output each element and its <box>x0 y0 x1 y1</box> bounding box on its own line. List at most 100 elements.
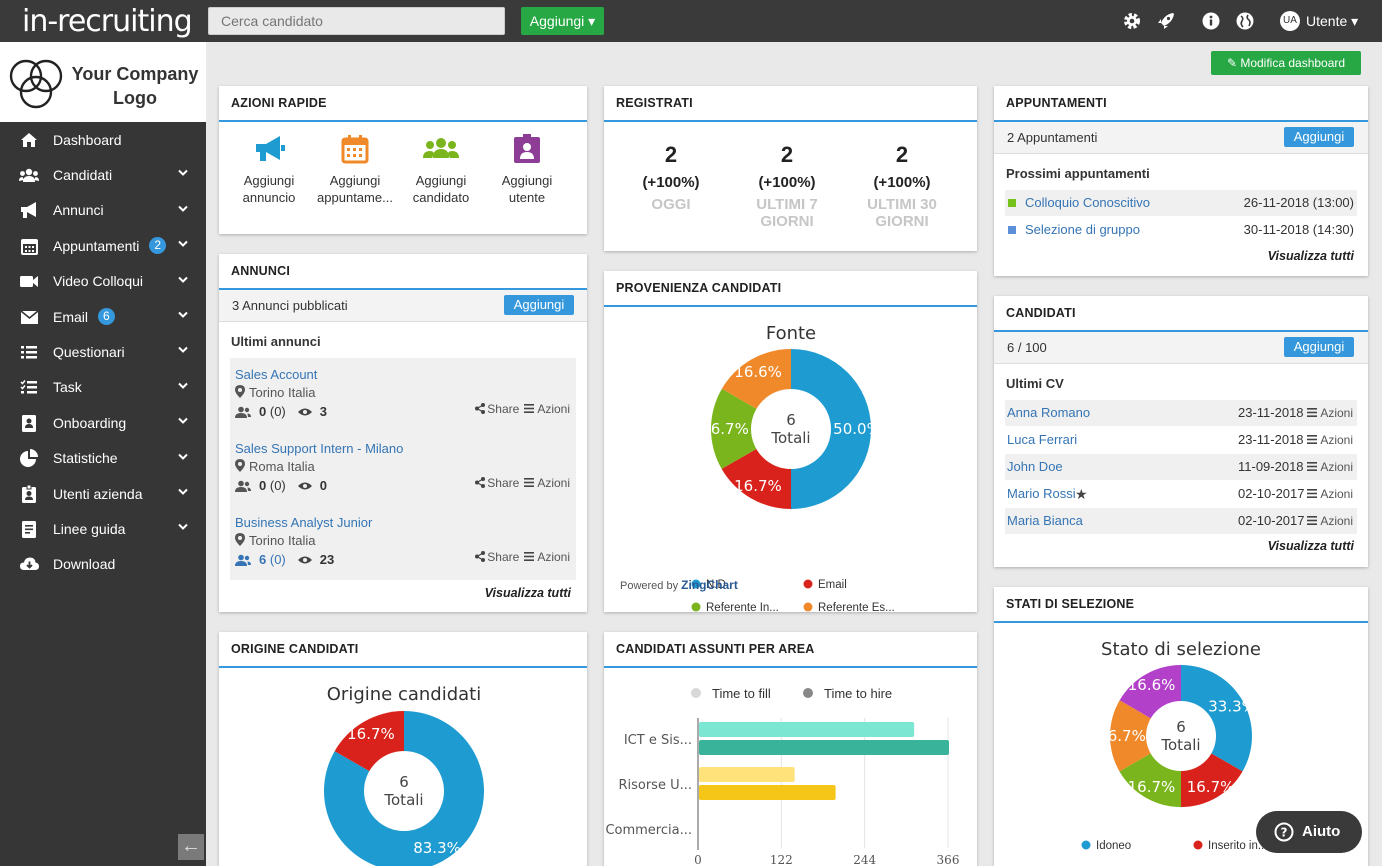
chevron-down-icon[interactable] <box>178 346 188 354</box>
views-count: 3 <box>319 404 327 419</box>
chevron-down-icon[interactable] <box>178 382 188 390</box>
chevron-down-icon[interactable] <box>178 453 188 461</box>
cv-row[interactable]: John Doe 11-09-2018 Azioni <box>1005 454 1357 480</box>
azioni-button[interactable]: Azioni <box>1307 427 1353 453</box>
sidebar-item-statistiche[interactable]: Statistiche <box>0 441 206 476</box>
add-candidato-button[interactable]: Aggiungi <box>1284 337 1354 357</box>
legend-label[interactable]: Time to fill <box>712 686 771 701</box>
candidati-count[interactable]: 0 (0) <box>259 478 286 493</box>
appointment-row[interactable]: Selezione di gruppo 30-11-2018 (14:30) <box>1005 217 1357 243</box>
sidebar-item-video-colloqui[interactable]: Video Colloqui <box>0 264 206 299</box>
modifica-dashboard-button[interactable]: ✎ Modifica dashboard <box>1211 51 1361 75</box>
legend-label[interactable]: Email <box>818 579 847 591</box>
sidebar-item-download[interactable]: Download <box>0 547 206 582</box>
chevron-down-icon[interactable] <box>178 311 188 319</box>
total-value: 6 <box>786 411 796 429</box>
sidebar-item-onboarding[interactable]: Onboarding <box>0 405 206 440</box>
pie-slice[interactable] <box>711 388 791 469</box>
add-candidato-action[interactable]: Aggiungi candidato <box>398 134 484 206</box>
info-icon[interactable] <box>1201 11 1221 31</box>
view-all-link[interactable]: Visualizza tutti <box>484 586 571 600</box>
candidate-name-link[interactable]: John Doe <box>1007 459 1063 474</box>
legend-label[interactable]: Referente In... <box>706 602 779 612</box>
stati-donut-chart: Stato di selezione 33.3% 16.7% 16.7% 16.7% 16… <box>1081 639 1267 852</box>
legend-label[interactable]: Inserito in... <box>1208 840 1267 852</box>
candidate-name-link[interactable]: Anna Romano <box>1007 405 1091 420</box>
sidebar-item-label: Utenti azienda <box>53 485 143 502</box>
chevron-down-icon[interactable] <box>178 488 188 496</box>
azioni-button[interactable]: Azioni <box>1307 454 1353 480</box>
candidate-name-link[interactable]: Mario Rossi <box>1007 486 1076 501</box>
sidebar-item-dashboard[interactable]: Dashboard <box>0 122 206 157</box>
bar[interactable] <box>699 785 836 800</box>
view-all-link[interactable]: Visualizza tutti <box>1267 249 1354 263</box>
candidate-name-link[interactable]: Luca Ferrari <box>1007 432 1078 447</box>
legend-label[interactable]: Idoneo <box>1096 840 1131 852</box>
cv-row[interactable]: Anna Romano 23-11-2018 Azioni <box>1005 400 1357 426</box>
chevron-down-icon[interactable] <box>178 240 188 248</box>
add-annuncio-button[interactable]: Aggiungi <box>504 295 574 315</box>
chevron-down-icon[interactable] <box>178 169 188 177</box>
search-input[interactable] <box>208 7 505 35</box>
annuncio-title-link[interactable]: Sales Account <box>235 367 318 382</box>
azioni-button[interactable]: Azioni <box>524 402 570 416</box>
panel-title: REGISTRATI <box>604 86 977 122</box>
brand-logo[interactable]: in-recruiting <box>22 4 193 39</box>
share-button[interactable]: Share <box>475 402 519 416</box>
panel-title: CANDIDATI ASSUNTI PER AREA <box>604 632 977 668</box>
globe-icon[interactable] <box>1235 11 1255 31</box>
chevron-down-icon[interactable] <box>178 417 188 425</box>
company-logo[interactable]: Your Company Logo <box>0 42 206 122</box>
legend-label[interactable]: N.D. <box>706 579 729 591</box>
bar[interactable] <box>699 767 795 782</box>
annuncio-title-link[interactable]: Business Analyst Junior <box>235 515 373 530</box>
legend-label[interactable]: Time to hire <box>824 686 892 701</box>
share-button[interactable]: Share <box>475 476 519 490</box>
candidati-count[interactable]: 6 (0) <box>259 552 286 567</box>
sidebar-item-annunci[interactable]: Annunci <box>0 193 206 228</box>
pie-chart-icon <box>20 449 38 468</box>
cv-row[interactable]: Luca Ferrari 23-11-2018 Azioni <box>1005 427 1357 453</box>
add-dropdown-button[interactable]: Aggiungi ▾ <box>521 7 604 35</box>
pie-slice[interactable] <box>1110 700 1181 772</box>
annuncio-title-link[interactable]: Sales Support Intern - Milano <box>235 441 404 456</box>
rocket-icon[interactable] <box>1156 11 1176 31</box>
cv-row[interactable]: Maria Bianca 02-10-2017 Azioni <box>1005 508 1357 534</box>
user-menu[interactable]: UA Utente ▾ <box>1280 11 1358 31</box>
add-utente-action[interactable]: Aggiungi utente <box>484 134 570 206</box>
annuncio-counts: 0 (0) 3 <box>235 404 327 419</box>
azioni-button[interactable]: Azioni <box>1307 400 1353 426</box>
collapse-sidebar-button[interactable]: ← <box>178 834 204 860</box>
add-annuncio-action[interactable]: Aggiungi annuncio <box>226 134 312 206</box>
annuncio-actions: Share Azioni <box>475 402 570 416</box>
bar[interactable] <box>699 740 949 755</box>
chevron-down-icon[interactable] <box>178 523 188 531</box>
sidebar-item-linee-guida[interactable]: Linee guida <box>0 511 206 546</box>
sidebar-item-appuntamenti[interactable]: Appuntamenti 2 <box>0 228 206 263</box>
add-appuntamento-action[interactable]: Aggiungi appuntame... <box>312 134 398 206</box>
chevron-down-icon[interactable] <box>178 276 188 284</box>
sidebar-item-questionari[interactable]: Questionari <box>0 334 206 369</box>
candidati-count[interactable]: 0 (0) <box>259 404 286 419</box>
azioni-button[interactable]: Azioni <box>1307 508 1353 534</box>
chevron-down-icon[interactable] <box>178 205 188 213</box>
sidebar-item-email[interactable]: Email 6 <box>0 299 206 334</box>
cv-row[interactable]: Mario Rossi ★ 02-10-2017 Azioni <box>1005 481 1357 507</box>
annuncio-location: Torino Italia <box>235 533 315 548</box>
sidebar-item-task[interactable]: Task <box>0 370 206 405</box>
sidebar-item-utenti-azienda[interactable]: Utenti azienda <box>0 476 206 511</box>
view-all-link[interactable]: Visualizza tutti <box>1267 539 1354 553</box>
azioni-button[interactable]: Azioni <box>524 550 570 564</box>
sidebar-item-label: Task <box>53 379 82 396</box>
help-button[interactable]: ? Aiuto <box>1256 811 1362 853</box>
gear-icon[interactable] <box>1122 11 1142 31</box>
appointment-row[interactable]: Colloquio Conoscitivo 26-11-2018 (13:00) <box>1005 190 1357 216</box>
add-appuntamento-button[interactable]: Aggiungi <box>1284 127 1354 147</box>
candidate-name-link[interactable]: Maria Bianca <box>1007 513 1083 528</box>
bar[interactable] <box>699 722 915 737</box>
legend-label[interactable]: Referente Es... <box>818 602 895 612</box>
azioni-button[interactable]: Azioni <box>524 476 570 490</box>
sidebar-item-candidati[interactable]: Candidati <box>0 157 206 192</box>
share-button[interactable]: Share <box>475 550 519 564</box>
azioni-button[interactable]: Azioni <box>1307 481 1353 507</box>
